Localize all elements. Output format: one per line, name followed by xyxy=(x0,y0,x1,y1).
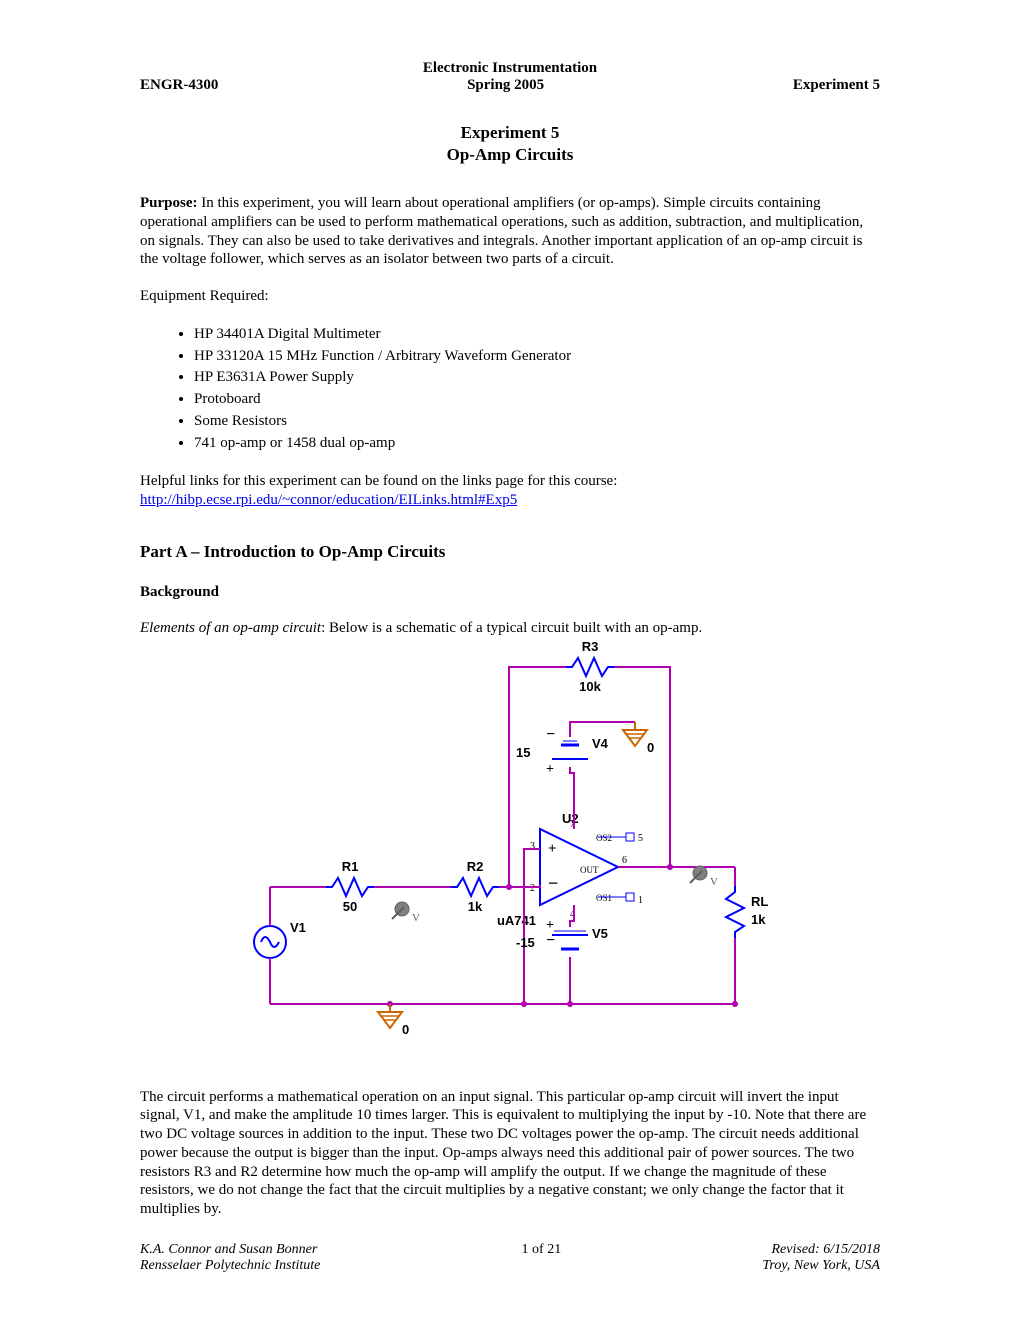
helpful-link[interactable]: http://hibp.ecse.rpi.edu/~connor/educati… xyxy=(140,492,517,508)
svg-text:0: 0 xyxy=(402,1022,409,1037)
elements-lead: Elements of an op-amp circuit xyxy=(140,620,321,636)
svg-text:R3: R3 xyxy=(582,642,599,654)
svg-text:V1: V1 xyxy=(290,920,306,935)
svg-text:50: 50 xyxy=(343,899,357,914)
svg-text:6: 6 xyxy=(622,855,627,866)
svg-text:−: − xyxy=(548,873,558,893)
svg-text:−: − xyxy=(546,726,555,743)
helpful-links-text: Helpful links for this experiment can be… xyxy=(140,473,617,489)
svg-text:1k: 1k xyxy=(751,912,766,927)
footer-revised: Revised: 6/15/2018 xyxy=(762,1242,880,1258)
svg-text:0: 0 xyxy=(647,740,654,755)
svg-text:OS1: OS1 xyxy=(596,893,612,903)
svg-text:3: 3 xyxy=(530,841,535,852)
svg-text:RL: RL xyxy=(751,894,768,909)
equipment-item: Protoboard xyxy=(194,389,880,411)
svg-text:OS2: OS2 xyxy=(596,833,612,843)
header-left: ENGR-4300 xyxy=(140,77,218,94)
equipment-item: Some Resistors xyxy=(194,411,880,433)
header-course-title: Electronic Instrumentation xyxy=(140,60,880,77)
title-line2: Op-Amp Circuits xyxy=(140,144,880,166)
svg-text:+: + xyxy=(546,762,554,777)
svg-text:1k: 1k xyxy=(468,899,483,914)
footer-institute: Rensselaer Polytechnic Institute xyxy=(140,1258,320,1274)
circuit-description: The circuit performs a mathematical oper… xyxy=(140,1088,880,1219)
opamp-schematic: +−U2uA74132674OS2OS1OUT51R150R21kV10R310… xyxy=(230,642,790,1082)
footer-authors: K.A. Connor and Susan Bonner xyxy=(140,1242,320,1258)
page-footer: K.A. Connor and Susan Bonner Rensselaer … xyxy=(140,1242,880,1274)
equipment-item: HP E3631A Power Supply xyxy=(194,367,880,389)
purpose-text: In this experiment, you will learn about… xyxy=(140,195,863,267)
equipment-item: 741 op-amp or 1458 dual op-amp xyxy=(194,433,880,455)
svg-text:−: − xyxy=(546,932,555,949)
svg-text:V: V xyxy=(710,876,718,888)
svg-text:R2: R2 xyxy=(467,859,484,874)
header-row: ENGR-4300 Spring 2005 Experiment 5 xyxy=(140,77,880,94)
svg-text:10k: 10k xyxy=(579,679,601,694)
svg-text:2: 2 xyxy=(530,883,535,894)
equipment-heading: Equipment Required: xyxy=(140,287,880,306)
header-right: Experiment 5 xyxy=(793,77,880,94)
svg-text:+: + xyxy=(546,918,554,933)
svg-text:V5: V5 xyxy=(592,926,608,941)
equipment-item: HP 33120A 15 MHz Function / Arbitrary Wa… xyxy=(194,346,880,368)
purpose-paragraph: Purpose: In this experiment, you will le… xyxy=(140,194,880,269)
equipment-item: HP 34401A Digital Multimeter xyxy=(194,324,880,346)
background-heading: Background xyxy=(140,584,880,601)
svg-text:R1: R1 xyxy=(342,859,359,874)
svg-text:OUT: OUT xyxy=(580,865,599,875)
footer-page: 1 of 21 xyxy=(522,1242,562,1257)
elements-paragraph: Elements of an op-amp circuit: Below is … xyxy=(140,619,880,638)
elements-rest: : Below is a schematic of a typical circ… xyxy=(321,620,702,636)
purpose-label: Purpose: xyxy=(140,195,198,211)
svg-text:15: 15 xyxy=(516,745,530,760)
title-line1: Experiment 5 xyxy=(140,122,880,144)
footer-location: Troy, New York, USA xyxy=(762,1258,880,1274)
header-center: Spring 2005 xyxy=(467,77,544,94)
svg-text:uA741: uA741 xyxy=(497,913,536,928)
svg-text:1: 1 xyxy=(638,895,643,906)
equipment-list: HP 34401A Digital Multimeter HP 33120A 1… xyxy=(194,324,880,455)
svg-text:V4: V4 xyxy=(592,736,609,751)
document-title: Experiment 5 Op-Amp Circuits xyxy=(140,122,880,166)
svg-text:+: + xyxy=(548,841,557,857)
helpful-links: Helpful links for this experiment can be… xyxy=(140,472,880,510)
part-a-heading: Part A – Introduction to Op-Amp Circuits xyxy=(140,542,880,562)
schematic-container: +−U2uA74132674OS2OS1OUT51R150R21kV10R310… xyxy=(140,642,880,1082)
svg-text:V: V xyxy=(412,912,420,924)
svg-text:-15: -15 xyxy=(516,935,535,950)
svg-text:5: 5 xyxy=(638,833,643,844)
